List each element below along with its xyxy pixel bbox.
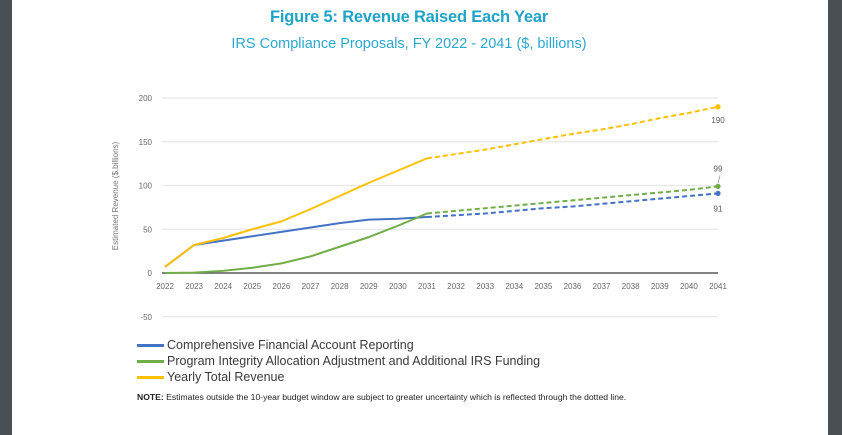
legend: Comprehensive Financial Account Reportin…	[137, 337, 540, 385]
series-line-projected	[426, 185, 719, 215]
x-tick-label: 2039	[651, 282, 669, 291]
x-tick-label: 2031	[418, 282, 436, 291]
series-line-actual	[164, 212, 428, 274]
x-tick-label: 2035	[534, 282, 552, 291]
end-point-marker	[715, 183, 721, 189]
y-axis-label: Estimated Revenue ($,billions)	[111, 141, 120, 250]
y-tick-label: 150	[139, 138, 153, 147]
x-tick-label: 2023	[185, 282, 203, 291]
series-line-actual	[164, 157, 428, 268]
x-tick-label: 2022	[156, 282, 174, 291]
series-line-projected	[426, 192, 719, 218]
legend-swatch-green	[137, 359, 164, 363]
y-tick-label: 200	[139, 94, 153, 103]
y-tick-label: -50	[140, 313, 152, 322]
chart-note: NOTE: Estimates outside the 10-year budg…	[137, 392, 626, 402]
x-tick-label: 2025	[243, 282, 261, 291]
x-tick-label: 2026	[273, 282, 291, 291]
data-labels: 91 99 190	[711, 116, 725, 214]
note-prefix: NOTE:	[137, 392, 164, 402]
series-line-actual	[164, 216, 428, 268]
legend-label: Yearly Total Revenue	[167, 370, 285, 384]
x-tick-label: 2033	[476, 282, 494, 291]
x-tick-label: 2030	[389, 282, 407, 291]
series-line-projected	[426, 105, 719, 160]
x-tick-label: 2038	[622, 282, 640, 291]
note-text: Estimates outside the 10-year budget win…	[163, 392, 627, 402]
x-tick-label: 2032	[447, 282, 465, 291]
chart-title: Figure 5: Revenue Raised Each Year	[269, 8, 549, 26]
x-tick-label: 2034	[505, 282, 523, 291]
y-axis-ticks: 200 150 100 50 0 -50	[139, 94, 153, 322]
gridlines	[162, 97, 718, 318]
legend-label: Comprehensive Financial Account Reportin…	[167, 338, 414, 352]
legend-item-program-integrity: Program Integrity Allocation Adjustment …	[137, 353, 540, 369]
x-axis-ticks: 2022 2023 2024 2025 2026 2027 2028 2029 2030 2031…	[156, 282, 727, 291]
x-tick-label: 2024	[214, 282, 232, 291]
chart-subtitle: IRS Compliance Proposals, FY 2022 - 2041…	[231, 36, 587, 52]
legend-swatch-blue	[137, 343, 164, 347]
y-tick-label: 0	[148, 269, 153, 278]
data-label: 99	[714, 164, 723, 173]
data-label: 91	[714, 204, 723, 213]
x-tick-label: 2028	[331, 282, 349, 291]
x-tick-label: 2029	[360, 282, 378, 291]
x-tick-label: 2041	[709, 282, 727, 291]
legend-item-cfar: Comprehensive Financial Account Reportin…	[137, 337, 540, 353]
series-lines	[164, 104, 721, 274]
end-point-marker	[715, 104, 721, 110]
x-tick-label: 2027	[302, 282, 320, 291]
x-tick-label: 2037	[593, 282, 611, 291]
label-leader-line	[717, 175, 721, 184]
end-point-marker	[715, 190, 721, 196]
y-tick-label: 50	[143, 225, 152, 234]
data-label: 190	[711, 116, 725, 125]
x-tick-label: 2040	[680, 282, 698, 291]
legend-label: Program Integrity Allocation Adjustment …	[167, 354, 541, 368]
y-tick-label: 100	[139, 182, 153, 191]
x-tick-label: 2036	[564, 282, 582, 291]
legend-item-total: Yearly Total Revenue	[137, 369, 540, 385]
legend-swatch-yellow	[137, 375, 164, 379]
